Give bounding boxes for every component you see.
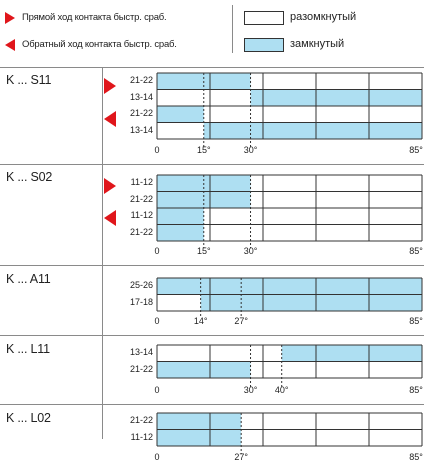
legend-open-swatch [244,11,284,25]
angle-tick-label: 0 [154,145,160,155]
angle-tick-label: 30° [243,246,258,256]
closed-interval-bar [157,224,204,241]
angle-tick-label: 30° [243,145,258,155]
section-divider [0,404,424,405]
angle-tick-label: 85° [409,246,423,256]
angle-tick-label: 0 [154,246,160,256]
contact-label: 21-22 [129,75,153,86]
legend-reverse-stroke: Обратный ход контакта быстр. сраб. [22,39,177,50]
angle-tick-label: 27° [234,316,248,326]
closed-interval-bar [281,345,422,362]
contact-label: 13-14 [129,91,153,102]
section-divider [0,265,424,266]
model-code: K ... L11 [6,342,50,356]
angle-tick-label: 0 [154,385,160,395]
contact-label: 11-12 [130,210,153,221]
legend-closed-label: замкнутый [290,38,345,50]
angle-tick-label: 85° [409,385,423,395]
legend-closed-swatch [244,38,284,52]
closed-interval-bar [157,278,422,295]
angle-tick-label: 15° [196,246,211,256]
closed-interval-bar [157,413,242,430]
angle-tick-label: 27° [234,452,248,462]
triangle-right-icon [104,178,116,194]
closed-interval-bar [157,106,204,123]
angle-tick-label: 85° [409,452,423,462]
closed-interval-bar [157,361,251,378]
closed-interval-bar [157,429,242,446]
table-top-border [0,67,424,68]
contact-label: 21-22 [129,226,153,237]
legend-direct-stroke: Прямой ход контакта быстр. сраб. [22,12,167,23]
angle-tick-label: 15° [196,145,211,155]
closed-interval-bar [250,89,422,106]
closed-interval-bar [200,294,422,311]
triangle-left-icon [5,39,15,51]
contact-label: 21-22 [129,363,153,374]
section-divider [0,335,424,336]
angle-tick-label: 40° [274,385,289,395]
triangle-right-icon [5,12,15,24]
angle-tick-label: 14° [193,316,208,326]
triangle-right-icon [104,78,116,94]
contact-label: 21-22 [129,415,153,426]
closed-interval-bar [203,122,422,139]
angle-tick-label: 30° [243,385,258,395]
model-code: K ... L02 [6,411,51,425]
model-code: K ... S02 [6,170,53,184]
legend-open-label: разомкнутый [290,11,357,23]
angle-tick-label: 0 [154,452,160,462]
model-code: K ... A11 [6,272,51,286]
section-divider [0,164,424,165]
model-code: K ... S11 [6,73,52,87]
closed-interval-bar [157,208,204,225]
contact-label: 13-14 [129,124,153,135]
contact-label: 11-12 [130,431,153,442]
angle-tick-label: 0 [154,316,160,326]
contact-label: 13-14 [129,347,153,358]
contact-label: 21-22 [129,108,153,119]
contact-label: 11-12 [130,177,153,188]
triangle-left-icon [104,210,116,226]
angle-tick-label: 85° [409,145,423,155]
contact-label: 21-22 [129,193,153,204]
contact-label: 17-18 [129,296,153,307]
contact-label: 25-26 [129,280,153,291]
triangle-left-icon [104,111,116,127]
angle-tick-label: 85° [409,316,423,326]
legend-divider [232,5,233,53]
table-column-divider [102,67,103,439]
